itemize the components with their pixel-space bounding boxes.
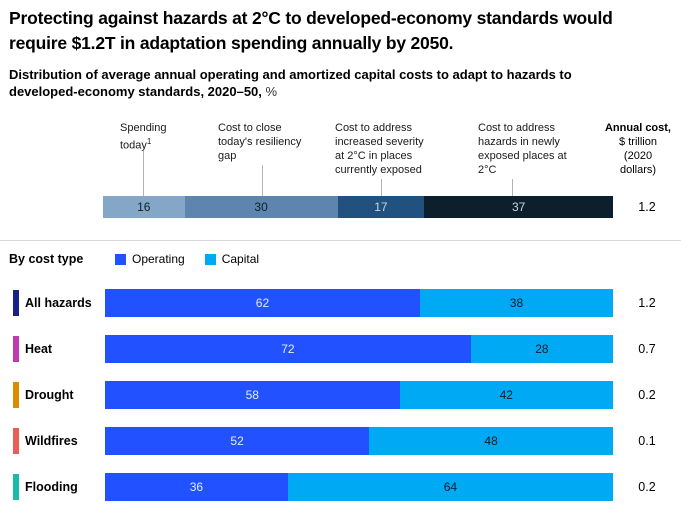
row-label: Wildfires xyxy=(25,433,78,448)
connector-line xyxy=(262,165,263,196)
segment-value: 38 xyxy=(509,296,524,310)
row-label: Heat xyxy=(25,341,53,356)
cost-type-legend: By cost type Operating Capital xyxy=(9,250,279,268)
hazard-rows: All hazards 62 38 1.2 Heat 72 28 0.7 Dro… xyxy=(0,280,681,510)
capital-segment: 38 xyxy=(419,289,613,317)
operating-segment: 72 xyxy=(105,335,471,363)
segment-value: 17 xyxy=(374,200,388,214)
hazard-row-heat: Heat 72 28 0.7 xyxy=(0,326,681,372)
page-title: Protecting against hazards at 2°C to dev… xyxy=(9,8,613,53)
column-header-spending-today: Spending today1 xyxy=(120,121,180,153)
operating-segment: 62 xyxy=(105,289,420,317)
annual-cost-header-line: $ trillion xyxy=(619,136,657,148)
capital-segment: 48 xyxy=(369,427,613,455)
row-stacked-bar: 36 64 xyxy=(105,473,613,501)
accent-bar xyxy=(13,382,19,408)
row-label: All hazards xyxy=(25,295,92,310)
connector-line xyxy=(381,179,382,196)
annual-cost-header-line: (2020 xyxy=(623,150,653,162)
accent-bar xyxy=(13,336,19,362)
column-header-increased-severity: Cost to address increased severity at 2°… xyxy=(335,122,424,176)
operating-segment: 52 xyxy=(105,427,370,455)
accent-bar xyxy=(13,290,19,316)
capital-segment: 28 xyxy=(470,335,613,363)
hazard-row-wildfires: Wildfires 52 48 0.1 xyxy=(0,418,681,464)
annual-cost-value: 0.1 xyxy=(638,434,656,448)
segment-value: 72 xyxy=(281,342,295,356)
total-cost-stacked-bar: 16 30 17 37 xyxy=(103,196,613,218)
legend-title: By cost type xyxy=(9,252,84,266)
capital-swatch-icon xyxy=(204,253,216,265)
column-header-resiliency-gap: Cost to close today's resiliency gap xyxy=(218,122,302,162)
segment-value: 48 xyxy=(484,434,498,448)
annual-cost-value: 0.2 xyxy=(638,480,656,494)
legend-label: Capital xyxy=(221,252,260,266)
subtitle-unit: % xyxy=(265,84,278,99)
accent-bar xyxy=(13,474,19,500)
annual-cost-value: 0.2 xyxy=(638,388,656,402)
operating-segment: 58 xyxy=(105,381,400,409)
cost-breakdown-chart: Spending today1 Cost to close today's re… xyxy=(0,118,681,236)
connector-line xyxy=(512,179,513,196)
segment-value: 42 xyxy=(499,388,513,402)
segment-value: 30 xyxy=(254,200,268,214)
segment-value: 62 xyxy=(255,296,270,310)
row-stacked-bar: 58 42 xyxy=(105,381,613,409)
column-header-text: Spending today xyxy=(120,122,167,152)
annual-cost-value: 0.7 xyxy=(638,342,656,356)
legend-item-capital: Capital xyxy=(204,252,260,266)
bar-segment-spending-today: 16 xyxy=(103,196,185,218)
subtitle-text: Distribution of average annual operating… xyxy=(9,67,572,99)
section-divider xyxy=(0,240,681,241)
row-label: Drought xyxy=(25,387,74,402)
annual-cost-value-total: 1.2 xyxy=(638,200,656,214)
row-label: Flooding xyxy=(25,479,78,494)
segment-value: 52 xyxy=(230,434,244,448)
row-stacked-bar: 62 38 xyxy=(105,289,613,317)
capital-segment: 42 xyxy=(399,381,613,409)
annual-cost-header-line: dollars) xyxy=(619,164,657,176)
annual-cost-header-line: Annual cost, xyxy=(604,122,671,134)
hazard-row-drought: Drought 58 42 0.2 xyxy=(0,372,681,418)
connector-line xyxy=(143,151,144,196)
segment-value: 28 xyxy=(535,342,549,356)
operating-segment: 36 xyxy=(105,473,288,501)
footnote-ref: 1 xyxy=(146,137,152,146)
annual-cost-value: 1.2 xyxy=(638,296,656,310)
segment-value: 36 xyxy=(189,480,204,494)
operating-swatch-icon xyxy=(115,253,126,265)
row-stacked-bar: 52 48 xyxy=(105,427,613,455)
chart-subtitle: Distribution of average annual operating… xyxy=(9,66,609,100)
accent-bar xyxy=(13,428,19,454)
capital-segment: 64 xyxy=(287,473,613,501)
segment-value: 37 xyxy=(511,200,526,214)
bar-segment-resiliency-gap: 30 xyxy=(184,196,338,218)
row-stacked-bar: 72 28 xyxy=(105,335,613,363)
segment-value: 58 xyxy=(245,388,259,402)
column-header-newly-exposed: Cost to address hazards in newly exposed… xyxy=(478,122,567,176)
bar-segment-newly-exposed: 37 xyxy=(424,196,613,218)
segment-value: 64 xyxy=(443,480,458,494)
hazard-row-flooding: Flooding 36 64 0.2 xyxy=(0,464,681,510)
hazard-row-all-hazards: All hazards 62 38 1.2 xyxy=(0,280,681,326)
bar-segment-increased-severity: 17 xyxy=(337,196,425,218)
annual-cost-header: Annual cost, $ trillion (2020 dollars) xyxy=(595,121,681,177)
legend-item-operating: Operating xyxy=(115,252,185,266)
segment-value: 16 xyxy=(137,200,151,214)
legend-label: Operating xyxy=(132,252,185,266)
